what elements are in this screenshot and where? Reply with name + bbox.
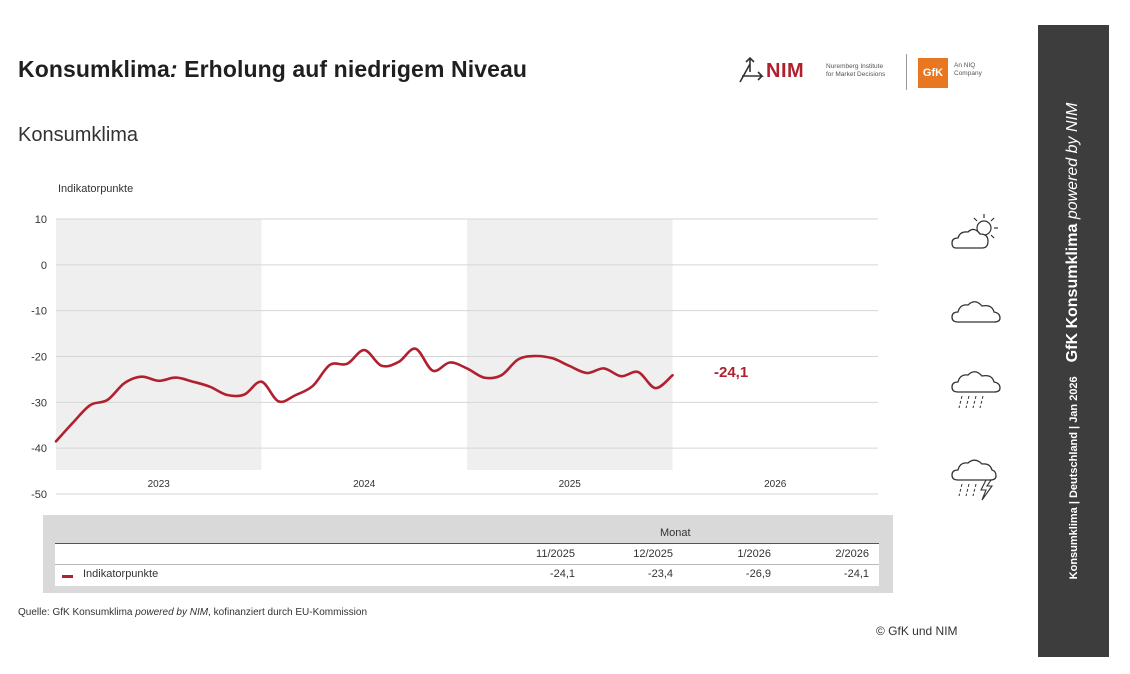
sidebar-small-text: Konsumklima | Deutschland | Jan 2026 bbox=[1068, 376, 1080, 580]
sidebar-banner: Konsumklima | Deutschland | Jan 2026 GfK … bbox=[1038, 25, 1109, 657]
table-header-monat: Monat bbox=[660, 527, 691, 539]
sidebar-big-main: GfK Konsumklima bbox=[1064, 219, 1081, 363]
thunderstorm-icon bbox=[951, 459, 997, 501]
column-header: 2/2026 bbox=[835, 548, 869, 560]
nim-line-2: for Market Decisions bbox=[826, 71, 886, 78]
page-title: Konsumklima: Erholung auf niedrigem Nive… bbox=[18, 56, 527, 83]
source-suffix: , kofinanziert durch EU-Kommission bbox=[208, 607, 368, 618]
nim-arrow-icon bbox=[739, 56, 764, 83]
logo-group: NIM Nuremberg Institute for Market Decisi… bbox=[736, 54, 996, 92]
sidebar-text: Konsumklima | Deutschland | Jan 2026 GfK … bbox=[1064, 103, 1082, 580]
y-tick-label: -10 bbox=[31, 306, 47, 318]
sidebar-big-text: GfK Konsumklima powered by NIM bbox=[1064, 103, 1081, 363]
shaded-year-band bbox=[467, 219, 673, 470]
x-year-label: 2025 bbox=[559, 479, 582, 490]
table-body: 11/2025 12/2025 1/2026 2/2026 Indikatorp… bbox=[55, 543, 879, 586]
gfk-line-2: Company bbox=[954, 70, 982, 77]
y-tick-label: -50 bbox=[31, 489, 47, 501]
title-colon: : bbox=[169, 56, 178, 82]
table-cell: -26,9 bbox=[745, 568, 771, 580]
nim-logo-subtext: Nuremberg Institute for Market Decisions bbox=[826, 63, 885, 79]
y-tick-label: 0 bbox=[41, 260, 47, 272]
last-value-label: -24,1 bbox=[714, 364, 748, 381]
x-year-label: 2023 bbox=[148, 479, 171, 490]
y-tick-label: -20 bbox=[31, 352, 47, 364]
series-line-indikatorpunkte bbox=[54, 347, 674, 443]
konsumklima-chart: 10 0 -10 -20 -30 -40 -50 2023 2024 2025 2026 Indi… bbox=[31, 183, 878, 501]
rain-cloud-icon bbox=[951, 371, 1001, 409]
table-row-divider bbox=[55, 564, 879, 565]
y-tick-label: -30 bbox=[31, 397, 47, 409]
column-header: 1/2026 bbox=[737, 548, 771, 560]
shaded-year-band bbox=[56, 219, 262, 470]
chart-subtitle: Konsumklima bbox=[18, 124, 139, 146]
gfk-logo: GfK bbox=[918, 58, 948, 88]
cloud-icon bbox=[951, 301, 1001, 323]
gfk-logo-subtext: An NIQ Company bbox=[954, 62, 982, 78]
table-cell: -24,1 bbox=[843, 568, 869, 580]
sun-cloud-icon bbox=[951, 214, 998, 249]
table-cell: -23,4 bbox=[647, 568, 673, 580]
table-row-label: Indikatorpunkte bbox=[83, 568, 159, 580]
y-tick-label: 10 bbox=[35, 214, 47, 226]
source-note: Quelle: GfK Konsumklima powered by NIM, … bbox=[18, 607, 367, 618]
x-year-label: 2024 bbox=[353, 479, 376, 490]
legend-swatch bbox=[62, 575, 73, 578]
nim-logo-text: NIM bbox=[766, 60, 805, 82]
source-prefix: Quelle: GfK Konsumklima bbox=[18, 607, 136, 618]
nim-line-1: Nuremberg Institute bbox=[826, 63, 884, 70]
y-axis-label: Indikatorpunkte bbox=[58, 183, 133, 195]
table-cell: -24,1 bbox=[549, 568, 575, 580]
sidebar-big-italic: powered by NIM bbox=[1064, 102, 1081, 220]
y-tick-label: -40 bbox=[31, 443, 47, 455]
title-rest: Erholung auf niedrigem Niveau bbox=[177, 56, 528, 82]
column-header: 12/2025 bbox=[633, 548, 673, 560]
column-header: 11/2025 bbox=[536, 548, 575, 560]
gfk-line-1: An NIQ bbox=[954, 62, 976, 69]
copyright: © GfK und NIM bbox=[876, 624, 958, 638]
data-table: Monat 11/2025 12/2025 1/2026 2/2026 Indi… bbox=[43, 515, 893, 593]
title-main: Konsumklima bbox=[18, 56, 170, 82]
x-year-label: 2026 bbox=[764, 479, 787, 490]
logo-divider bbox=[906, 54, 907, 90]
source-italic: powered by NIM bbox=[135, 607, 209, 618]
